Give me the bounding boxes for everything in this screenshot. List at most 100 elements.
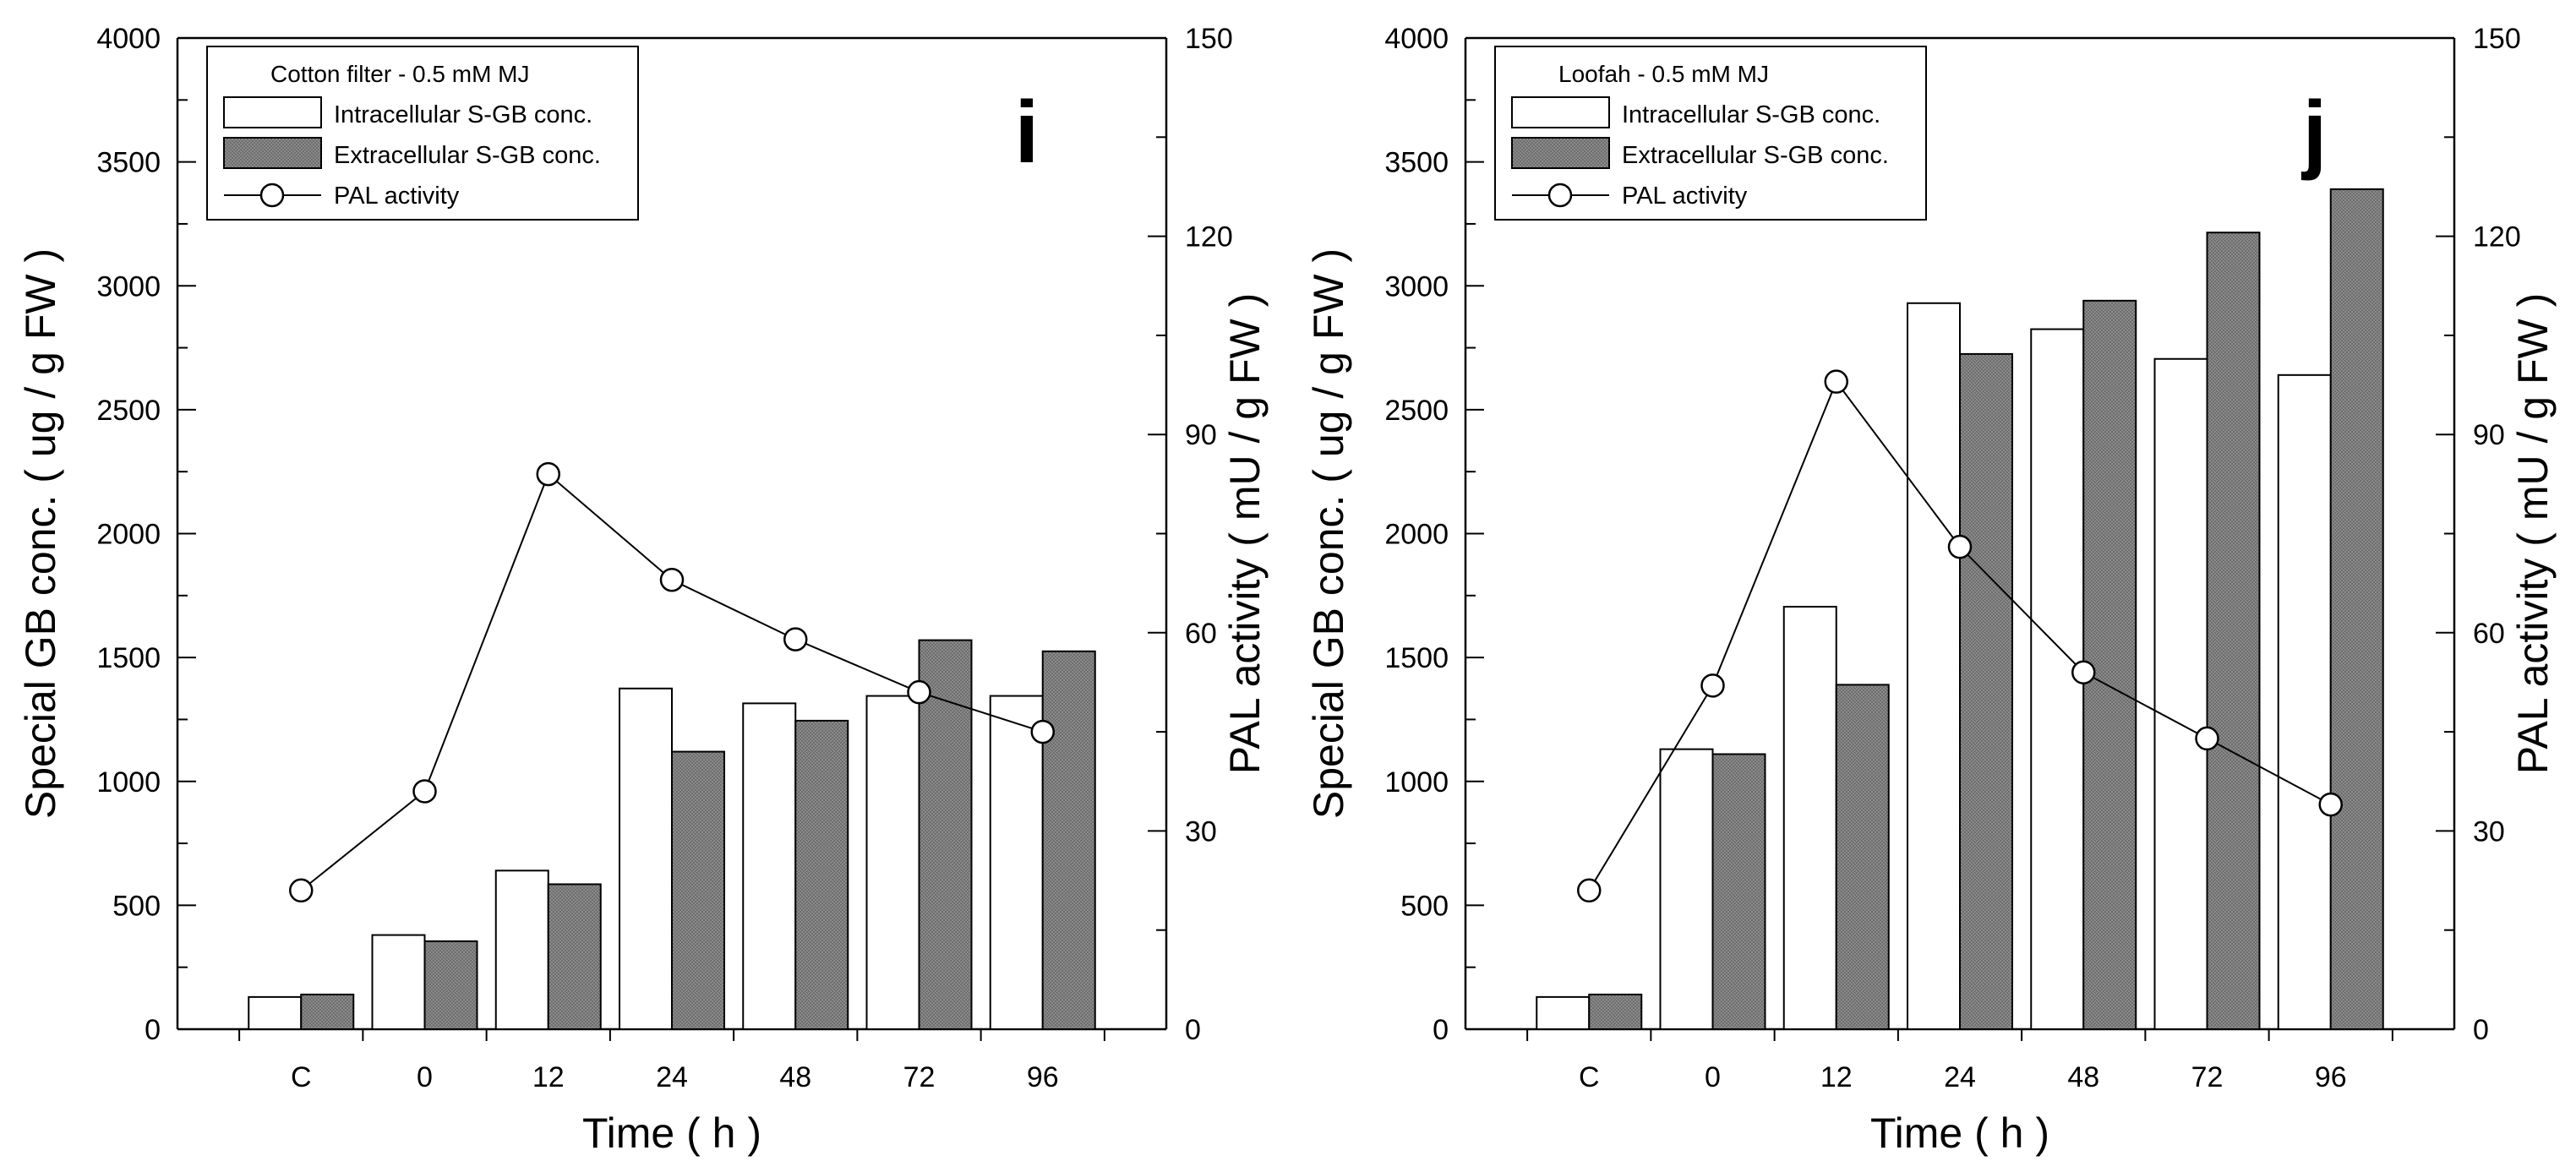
y2-axis-title: PAL activity ( mU / g FW ) [2509, 293, 2557, 774]
bar-intracellular [989, 695, 1044, 1030]
y-tick-label: 3500 [96, 147, 161, 179]
y-tick-label: 2000 [1384, 519, 1449, 551]
y2-tick-label: 30 [2473, 815, 2505, 848]
y-tick-label: 1000 [1384, 766, 1449, 799]
x-tick-label: 24 [656, 1061, 688, 1093]
pal-activity-point [907, 679, 931, 705]
x-tick-label: 96 [1027, 1061, 1059, 1093]
bar-intracellular [1536, 995, 1591, 1030]
x-axis-title: Time ( h ) [1870, 1109, 2049, 1157]
legend-title: Cotton filter - 0.5 mM MJ [270, 61, 530, 87]
x-tick-label: 72 [2191, 1061, 2224, 1093]
x-tick-label: 12 [1820, 1061, 1853, 1093]
bar-intracellular [619, 687, 673, 1030]
y-tick-label: 2500 [96, 395, 161, 427]
y-tick-label: 3000 [96, 270, 161, 303]
y-tick-label: 0 [1433, 1014, 1449, 1046]
pal-activity-point [1700, 673, 1725, 698]
bar-extracellular [1959, 352, 2013, 1030]
y2-tick-label: 150 [1185, 23, 1233, 55]
bar-extracellular [300, 993, 355, 1030]
legend-swatch-intracellular [223, 96, 322, 128]
legend-marker-pal [1547, 183, 1573, 208]
y2-tick-label: 90 [2473, 419, 2505, 451]
y-tick-label: 1000 [96, 766, 161, 799]
x-tick-label: 24 [1944, 1061, 1976, 1093]
y-tick-label: 4000 [1384, 23, 1449, 55]
bar-extracellular [423, 940, 478, 1030]
chart-panel-i-svg: 0 500 1000 1500 2000 2500 3000 3500 4000 0 30 60 90 1… [17, 23, 1269, 1157]
pal-activity-point [289, 878, 314, 903]
bar-intracellular [494, 869, 549, 1030]
x-tick-label: 48 [2067, 1061, 2099, 1093]
panel-label: i [1015, 84, 1040, 182]
pal-activity-point [2071, 660, 2096, 684]
x-tick-label: C [1579, 1061, 1600, 1093]
pal-activity-point [2318, 792, 2343, 817]
legend-label-extracellular: Extracellular S-GB conc. [334, 142, 601, 169]
legend-swatch-extracellular [223, 137, 322, 169]
bar-extracellular [2206, 232, 2261, 1031]
pal-activity-point [659, 567, 685, 592]
legend-label-pal: PAL activity [1622, 183, 1748, 210]
x-tick-label: 12 [532, 1061, 565, 1093]
y-tick-label: 500 [112, 890, 161, 922]
pal-activity-point [2195, 726, 2219, 751]
pal-activity-point [1577, 878, 1602, 903]
bar-intracellular [1782, 606, 1837, 1030]
legend-swatch-intracellular [1511, 96, 1610, 128]
x-tick-label: 0 [417, 1061, 433, 1093]
x-tick-label: C [291, 1061, 312, 1093]
x-tick-label: 48 [779, 1061, 811, 1093]
bar-extracellular [1835, 684, 1890, 1030]
bar-extracellular [2329, 188, 2384, 1030]
y2-tick-label: 120 [1185, 221, 1233, 253]
bar-extracellular [1711, 753, 1766, 1030]
bar-intracellular [865, 695, 920, 1030]
pal-activity-point [1824, 369, 1848, 394]
pal-activity-point [1030, 719, 1055, 744]
y2-tick-label: 30 [1185, 815, 1217, 848]
bar-intracellular [2277, 373, 2332, 1030]
x-tick-label: 0 [1705, 1061, 1721, 1093]
pal-activity-point [1947, 534, 1973, 559]
y-tick-label: 3000 [1384, 270, 1449, 303]
legend-label-pal: PAL activity [334, 183, 460, 210]
y-axis-title: Special GB conc. ( ug / g FW ) [17, 248, 64, 819]
pal-activity-point [783, 627, 808, 651]
legend-label-extracellular: Extracellular S-GB conc. [1622, 142, 1889, 169]
x-tick-label: 96 [2315, 1061, 2347, 1093]
legend-marker-pal [259, 183, 285, 208]
y-tick-label: 2000 [96, 519, 161, 551]
y2-axis-title: PAL activity ( mU / g FW ) [1221, 293, 1269, 774]
bar-extracellular [918, 639, 973, 1030]
y2-tick-label: 60 [2473, 618, 2505, 650]
chart-panel-j: 0 500 1000 1500 2000 2500 3000 3500 4000 0 30 60 90 1… [1288, 0, 2576, 1172]
y-tick-label: 1500 [96, 642, 161, 674]
legend-swatch-extracellular [1511, 137, 1610, 169]
bar-extracellular [1041, 650, 1096, 1030]
legend-label-intracellular: Intracellular S-GB conc. [334, 101, 592, 128]
legend-label-intracellular: Intracellular S-GB conc. [1622, 101, 1880, 128]
y-tick-label: 1500 [1384, 642, 1449, 674]
y2-tick-label: 90 [1185, 419, 1217, 451]
bar-intracellular [248, 995, 303, 1030]
panel-label: j [2301, 84, 2328, 182]
y-tick-label: 0 [145, 1014, 161, 1046]
y-tick-label: 2500 [1384, 395, 1449, 427]
bar-intracellular [2153, 357, 2208, 1031]
legend-title: Loofah - 0.5 mM MJ [1558, 61, 1769, 87]
y2-tick-label: 120 [2473, 221, 2521, 253]
bar-intracellular [1659, 748, 1714, 1030]
bar-extracellular [547, 883, 602, 1030]
bar-extracellular [794, 719, 849, 1030]
x-tick-label: 72 [903, 1061, 936, 1093]
bar-intracellular [1907, 302, 1961, 1030]
y-tick-label: 4000 [96, 23, 161, 55]
y2-tick-label: 60 [1185, 618, 1217, 650]
y-axis-title: Special GB conc. ( ug / g FW ) [1305, 248, 1352, 819]
bar-extracellular [1588, 993, 1643, 1030]
y-tick-label: 3500 [1384, 147, 1449, 179]
bar-intracellular [742, 702, 797, 1030]
pal-activity-point [412, 779, 437, 804]
